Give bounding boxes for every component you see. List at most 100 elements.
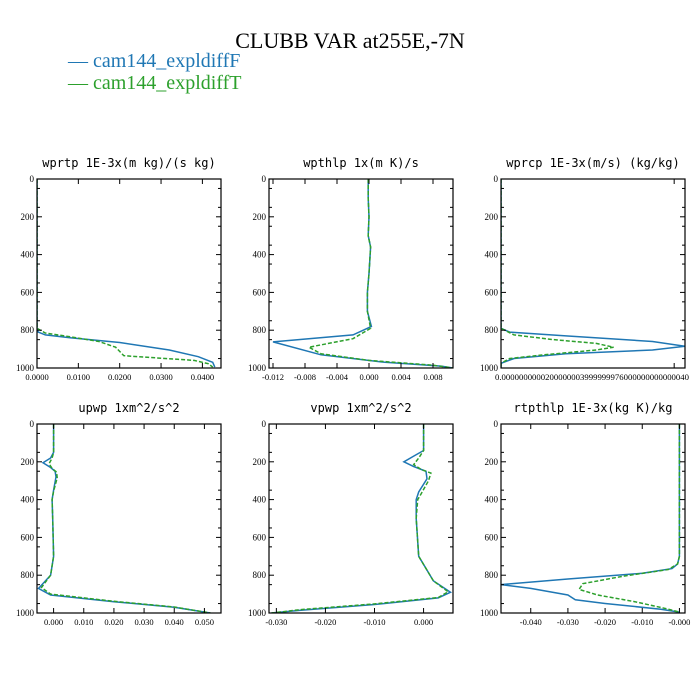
y-tick-label: 0 (262, 174, 267, 184)
series-line-expldiffT (501, 179, 614, 368)
y-tick-label: 200 (485, 457, 499, 467)
x-tick-label: 0.000 (414, 617, 433, 627)
legend-entry-expldiffT: — cam144_expldiffT (68, 72, 241, 95)
y-tick-label: 400 (21, 250, 35, 260)
y-tick-label: 800 (21, 325, 35, 335)
y-tick-label: 600 (253, 532, 267, 542)
x-tick-label: -0.030 (557, 617, 579, 627)
y-tick-label: 800 (253, 570, 267, 580)
x-tick-label: 0.010 (74, 617, 93, 627)
plot-frame (268, 178, 454, 369)
x-tick-label: -0.020 (594, 617, 616, 627)
x-tick-label: 0.004 (391, 372, 411, 382)
y-tick-label: 200 (253, 212, 267, 222)
y-tick-label: 600 (21, 287, 35, 297)
x-tick-label: 0.0300 (149, 372, 172, 382)
y-tick-label: 1000 (480, 363, 499, 373)
x-tick-label: 0.020 (104, 617, 123, 627)
x-tick-label: 0.0400 (191, 372, 214, 382)
panel-title: upwp 1xm^2/s^2 (78, 401, 179, 415)
series-line-expldiffF (37, 179, 216, 368)
series-line-expldiffT (40, 424, 211, 613)
y-tick-label: 200 (485, 212, 499, 222)
x-tick-label: -0.020 (314, 617, 336, 627)
x-tick-label: 0.040 (165, 617, 184, 627)
chart-panel-1: wpthlp 1x(m K)/s02004006008001000-0.012-… (248, 156, 454, 382)
x-tick-label: 0.000 (44, 617, 63, 627)
x-tick-label: 0.0200 (108, 372, 131, 382)
x-tick-label: -0.040 (520, 617, 542, 627)
plot-frame (268, 423, 454, 614)
y-tick-label: 600 (253, 287, 267, 297)
y-tick-label: 0 (30, 174, 35, 184)
x-tick-label: 0.0100 (67, 372, 90, 382)
x-tick-label: -0.004 (326, 372, 349, 382)
y-tick-label: 400 (485, 250, 499, 260)
x-tick-label: -0.010 (631, 617, 653, 627)
panel-title: rtpthlp 1E-3x(kg K)/kg (514, 401, 673, 415)
panel-title: wprcp 1E-3x(m/s) (kg/kg) (506, 156, 679, 170)
y-tick-label: 1000 (248, 363, 267, 373)
chart-panel-3: upwp 1xm^2/s^2 0 200 400 600 800 1000 0.000 0.01… (16, 401, 222, 627)
y-tick-label: 0 (30, 419, 35, 429)
y-tick-label: 600 (485, 532, 499, 542)
figure-title: CLUBB VAR at255E,-7N (235, 28, 465, 53)
y-tick-label: 400 (485, 495, 499, 505)
series-line-expldiffF (37, 424, 211, 613)
x-tick-label: -0.008 (294, 372, 316, 382)
x-tick-label: -0.000 (668, 617, 690, 627)
series-line-expldiffT (37, 179, 214, 368)
x-tick-label: 0.030 (135, 617, 154, 627)
x-tick-label: 0.050 (195, 617, 214, 627)
y-tick-label: 200 (253, 457, 267, 467)
y-tick-label: 0 (262, 419, 267, 429)
y-tick-label: 800 (485, 570, 499, 580)
y-tick-label: 1000 (248, 608, 267, 618)
x-tick-label: -0.012 (262, 372, 284, 382)
y-tick-label: 800 (253, 325, 267, 335)
chart-panel-4: vpwp 1xm^2/s^2 0 200 400 600 800 1000-0.030 -0.… (248, 401, 454, 627)
series-line-expldiffF (272, 179, 453, 368)
y-tick-label: 400 (253, 495, 267, 505)
y-tick-label: 400 (21, 495, 35, 505)
x-tick-label: -0.010 (364, 617, 386, 627)
series-line-expldiffF (501, 424, 681, 613)
y-tick-label: 800 (485, 325, 499, 335)
chart-panel-0: wprtp 1E-3x(m kg)/(s kg) 0 200 400 600 800 100… (16, 156, 222, 382)
series-line-expldiffT (577, 424, 681, 613)
y-tick-label: 1000 (16, 363, 35, 373)
chart-panel-5: rtpthlp 1E-3x(kg K)/kg 0 200 400 600 800 1000 -… (480, 401, 690, 627)
series-line-expldiffF (501, 179, 685, 368)
series-line-expldiffF (271, 424, 453, 613)
series-line-expldiffT (271, 424, 450, 613)
series-line-expldiffT (306, 179, 453, 368)
y-tick-label: 600 (21, 532, 35, 542)
plot-frame (500, 423, 686, 614)
plot-frame (36, 178, 222, 369)
panel-title: wprtp 1E-3x(m kg)/(s kg) (42, 156, 215, 170)
y-tick-label: 0 (494, 174, 499, 184)
panel-title: wpthlp 1x(m K)/s (303, 156, 419, 170)
y-tick-label: 1000 (480, 608, 499, 618)
y-tick-label: 0 (494, 419, 499, 429)
y-tick-label: 200 (21, 212, 35, 222)
panel-title: vpwp 1xm^2/s^2 (310, 401, 411, 415)
y-tick-label: 600 (485, 287, 499, 297)
x-tick-label: 0.000 (359, 372, 378, 382)
y-tick-label: 1000 (16, 608, 35, 618)
plot-frame (500, 178, 686, 369)
chart-panel-2: wprcp 1E-3x(m/s) (kg/kg) 0 200 400 600 800 100… (480, 156, 689, 382)
y-tick-label: 400 (253, 250, 267, 260)
legend-label: cam144_expldiffF (93, 50, 241, 72)
y-tick-label: 200 (21, 457, 35, 467)
x-tick-label: -0.030 (265, 617, 287, 627)
legend-label: cam144_expldiffT (93, 72, 242, 94)
legend-dash-icon: — (68, 50, 93, 72)
legend-entry-expldiffF: — cam144_expldiffF (68, 50, 240, 73)
x-tick-label: 0.0000 (25, 372, 48, 382)
x-tick-label: 0.00000000002000000039999999760000000000… (495, 372, 689, 382)
y-tick-label: 800 (21, 570, 35, 580)
plot-frame (36, 423, 222, 614)
x-tick-label: 0.008 (423, 372, 442, 382)
